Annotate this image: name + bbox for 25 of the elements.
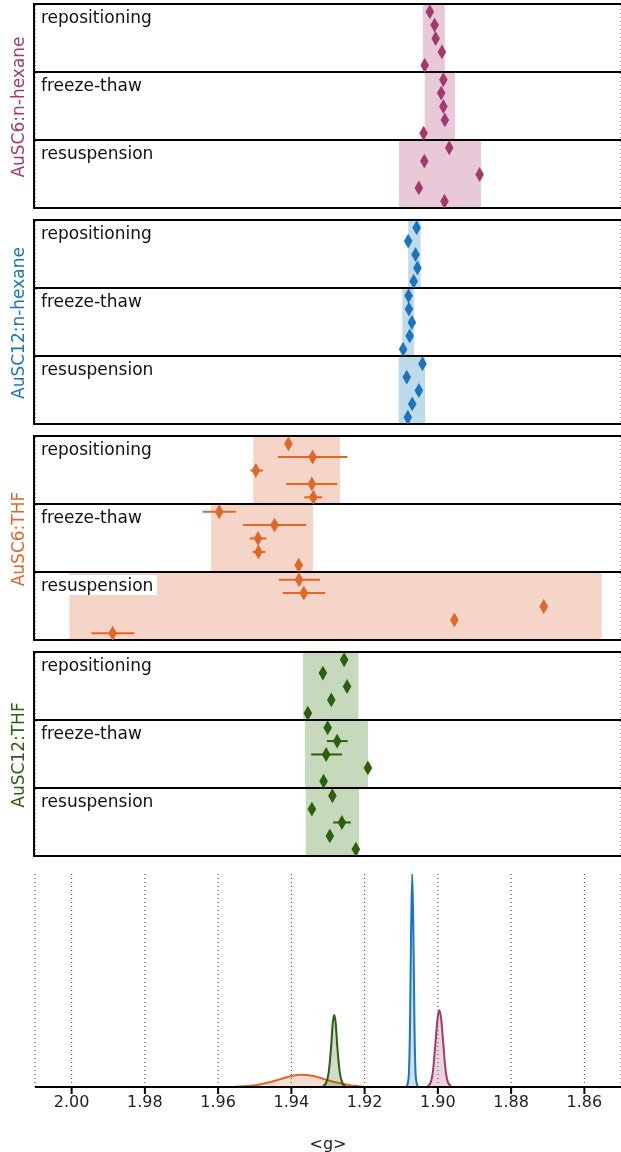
x-tick-label: 1.92 xyxy=(346,1092,383,1112)
chart-title: resuspension xyxy=(37,359,158,379)
chart-title: resuspension xyxy=(37,791,158,811)
chart-title: repositioning xyxy=(37,655,156,675)
y-axis-title: AuSC12:n-hexane xyxy=(8,247,28,399)
x-tick-label: 2.00 xyxy=(53,1092,90,1112)
y-axis-title: AuSC6:THF xyxy=(8,491,28,587)
x-tick-label: 1.98 xyxy=(127,1092,163,1112)
chart-title: resuspension xyxy=(37,575,158,595)
chart-title: freeze-thaw xyxy=(37,291,146,311)
chart-title: repositioning xyxy=(37,7,156,27)
y-axis-title: AuSC12:THF xyxy=(8,702,28,808)
chart-title: resuspension xyxy=(37,143,158,163)
x-axis-title: <g> xyxy=(309,1134,347,1152)
x-tick-label: 1.96 xyxy=(200,1092,236,1112)
chart-title: repositioning xyxy=(37,223,156,243)
chart-title: freeze-thaw xyxy=(37,723,146,743)
x-tick-label: 1.88 xyxy=(493,1092,529,1112)
y-axis-title: AuSC6:n-hexane xyxy=(8,36,28,178)
chart-title: repositioning xyxy=(37,439,156,459)
x-tick-label: 1.90 xyxy=(420,1092,456,1112)
chart-title: freeze-thaw xyxy=(37,507,146,527)
chart-title: freeze-thaw xyxy=(37,75,146,95)
x-tick-label: 1.86 xyxy=(566,1092,603,1112)
x-tick-label: 1.94 xyxy=(273,1092,310,1112)
